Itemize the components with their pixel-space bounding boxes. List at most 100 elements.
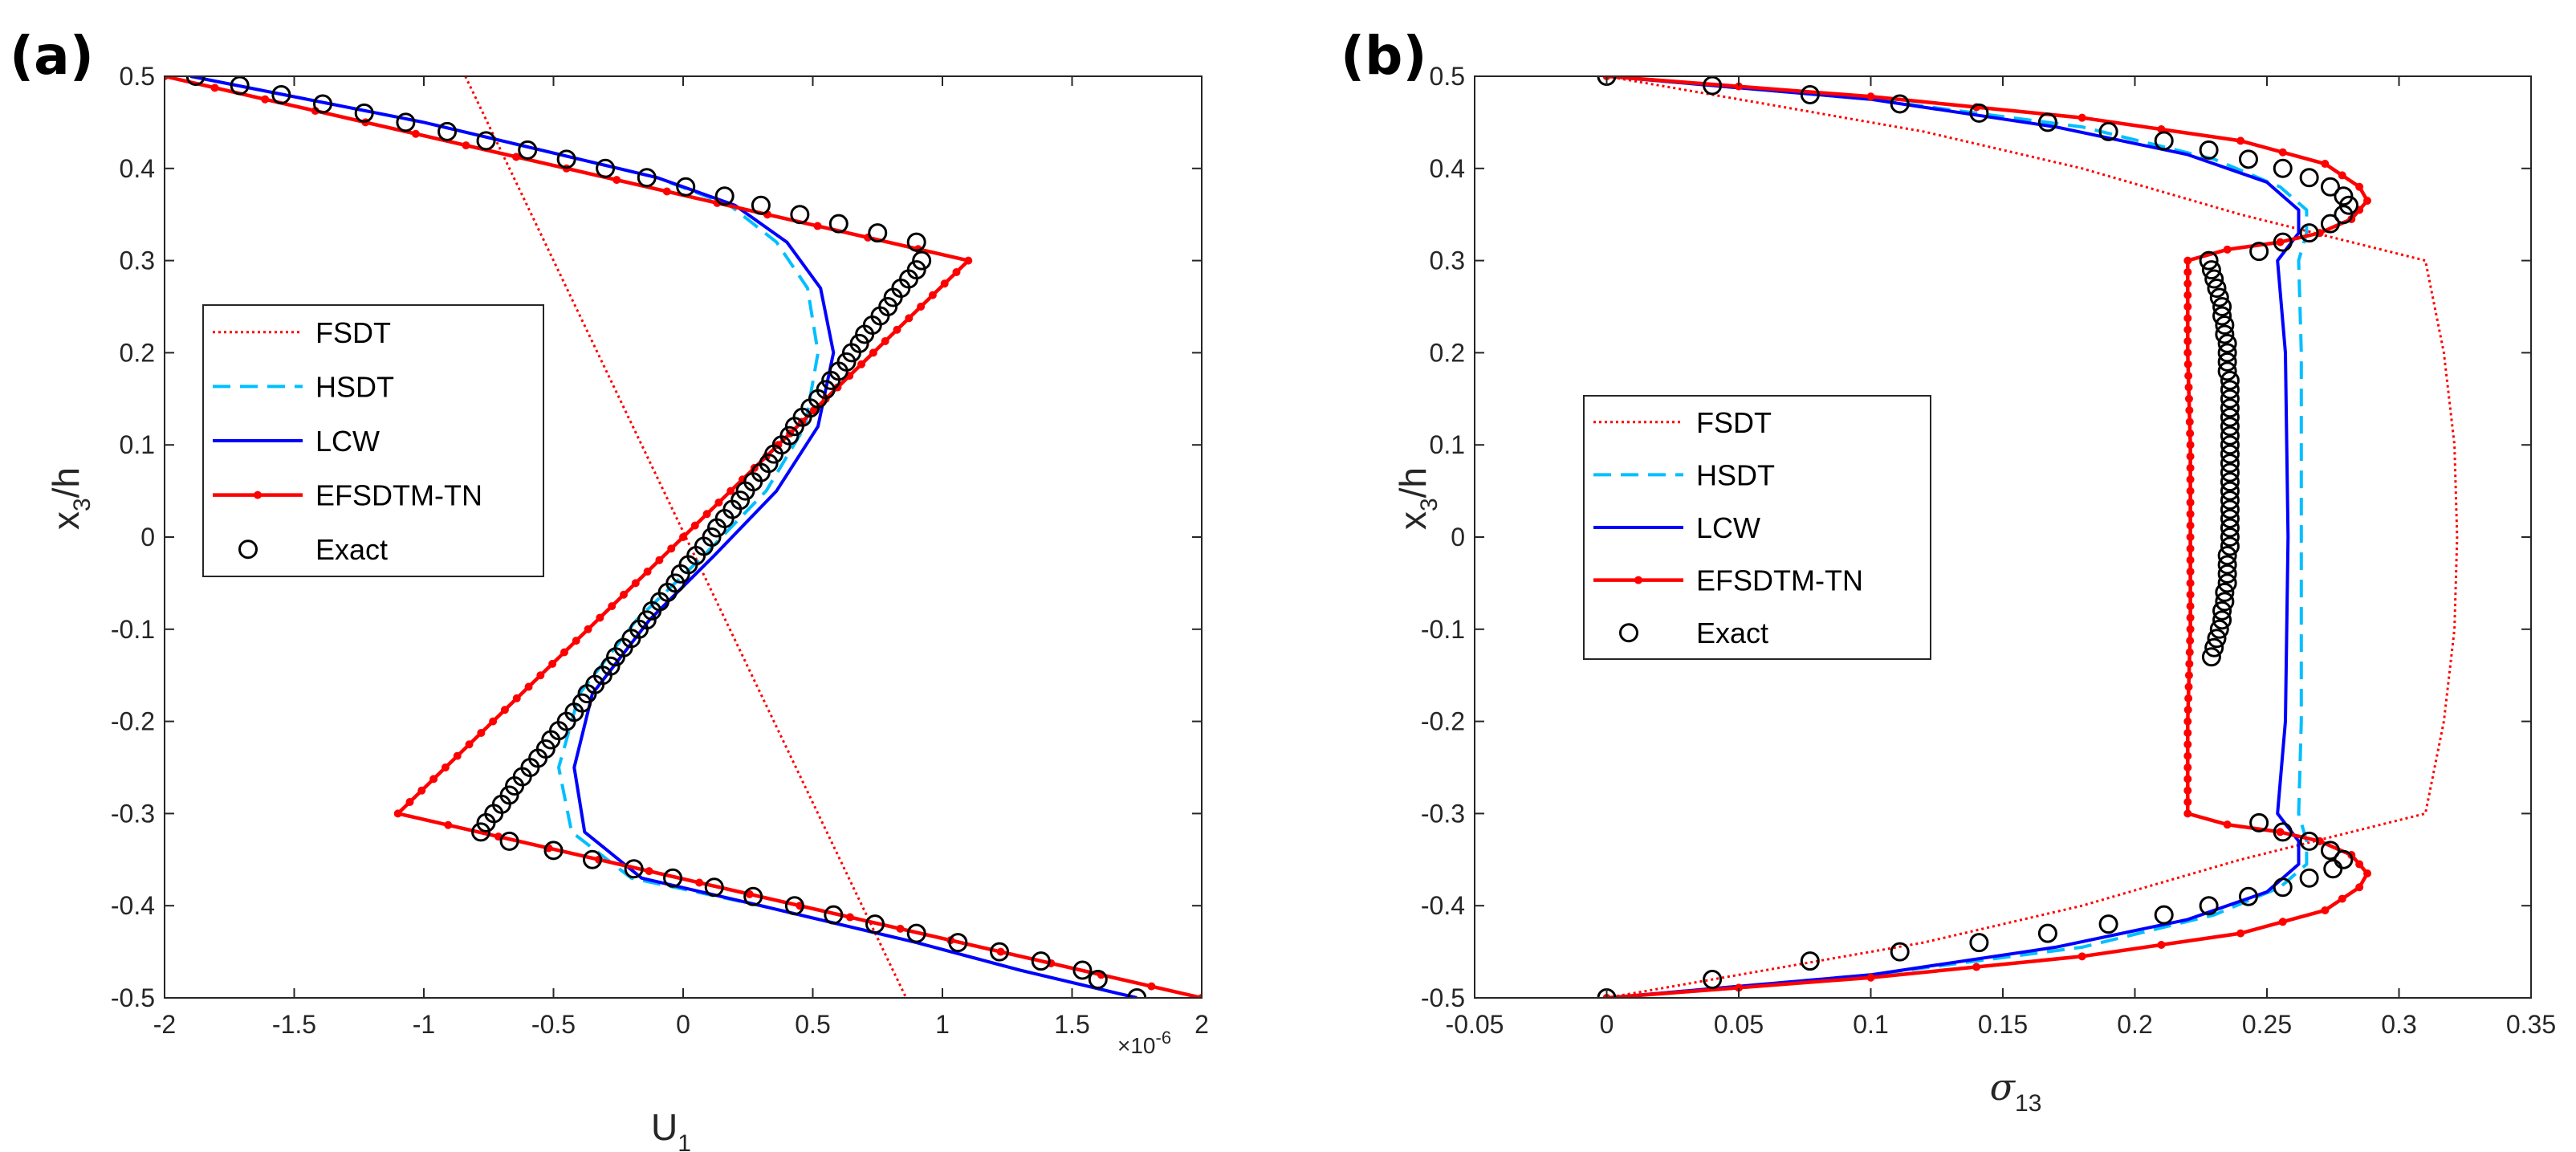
panel-a-series-exact-point: [518, 140, 538, 160]
panel-b-ytick: -0.3: [1421, 799, 2531, 828]
panel-a-series-fsdt-line: [464, 76, 908, 998]
panel-a-xtick: 1: [935, 76, 950, 1039]
panel-b-series-efsdtm-tn-marker: [2223, 820, 2232, 829]
panel-a-series-efsdtm-tn-marker: [417, 786, 426, 795]
panel-a-ytick-label: 0.3: [120, 246, 155, 275]
panel-a-series-exact-point: [642, 600, 662, 621]
panel-a-series-exact-point: [476, 812, 496, 832]
panel-b-ytick: 0.3: [1430, 246, 2531, 275]
panel-b-series-exact-point: [2323, 859, 2343, 879]
panel-a-ytick: 0.1: [120, 430, 1202, 459]
panel-b-series-efsdtm-tn-marker: [1866, 973, 1875, 982]
panel-b-ytick-label: -0.3: [1421, 799, 1465, 828]
panel-a-series-exact-point: [606, 647, 626, 667]
panel-b-series-efsdtm-tn-marker: [2183, 706, 2192, 714]
panel-a-series-exact-point: [841, 343, 861, 363]
panel-b-series-efsdtm-tn-marker: [2186, 463, 2195, 472]
panel-b-ytick: 0.2: [1430, 338, 2531, 367]
panel-a-ytick-label: -0.5: [111, 983, 155, 1012]
panel-b-xtick-label: 0.15: [1978, 1010, 2028, 1039]
panel-b-series-hsdt: [1606, 76, 2309, 998]
panel-b-series-exact-point: [2098, 914, 2118, 934]
panel-a-legend-item-hsdt: HSDT: [213, 370, 394, 403]
panel-a-xtick: 1.5: [1054, 76, 1090, 1039]
panel-a-series-exact-point: [784, 417, 804, 437]
panel-b-series-exact-point: [2220, 370, 2240, 390]
legend-label: FSDT: [315, 316, 391, 349]
panel-b-ytick-label: 0: [1451, 523, 1465, 552]
panel-b-ytick: 0.4: [1430, 154, 2531, 183]
panel-a-series-efsdtm-tn-marker: [1147, 982, 1156, 991]
panel-b-series-efsdtm-tn-marker: [2338, 894, 2346, 903]
panel-b-series-lcw-line: [1606, 76, 2301, 998]
panel-a-series-efsdtm-tn-marker: [465, 740, 474, 749]
panel-b-xtick: 0.3: [2381, 76, 2417, 1039]
panel-a-series-efsdtm-tn-marker: [405, 798, 414, 807]
panel-a-xtick: -1.5: [272, 76, 316, 1039]
panel-b-series-exact-point: [2220, 380, 2240, 400]
panel-b-series-exact-point: [2220, 536, 2240, 556]
panel-b-series-exact-point: [2220, 472, 2240, 492]
panel-a-series-efsdtm-tn-marker: [695, 878, 704, 887]
panel-a-xlabel: U1: [651, 1106, 691, 1152]
panel-b-ytick: 0.1: [1430, 430, 2531, 459]
panel-a-series-efsdtm-tn-marker: [881, 337, 889, 346]
panel-b-ytick-label: 0.5: [1430, 62, 1465, 91]
panel-b-series-exact-point: [2299, 168, 2319, 188]
panel-a-series-efsdtm-tn-marker: [869, 348, 877, 357]
panel-a-xtick-label: -2: [153, 1010, 176, 1039]
panel-a-ytick: 0.2: [120, 338, 1202, 367]
panel-b-series-efsdtm-tn-marker: [2183, 798, 2192, 807]
panel-b-series-exact-point: [2220, 417, 2240, 437]
panel-b-series-exact-point: [1890, 94, 1910, 114]
panel-a-ytick: 0.3: [120, 246, 1202, 275]
panel-b-xtick: 0.05: [1714, 76, 1764, 1039]
panel-b-series-exact-point: [1703, 970, 1723, 990]
panel-b-series-efsdtm-tn-marker: [2186, 590, 2195, 599]
panel-a-ytick: 0.4: [120, 154, 1202, 183]
panel-a-series-exact-point: [471, 822, 491, 842]
panel-a-series-exact-point: [543, 841, 564, 861]
panel-a-series-efsdtm-tn-marker: [643, 568, 652, 576]
panel-a-series-exact-point: [582, 849, 602, 869]
panel-b-series-exact-point: [2299, 223, 2319, 243]
panel-b-series-efsdtm-tn-marker: [2186, 568, 2195, 576]
panel-b-series-efsdtm-tn-marker: [2184, 383, 2193, 392]
panel-a-series-lcw: [189, 76, 1137, 998]
panel-b-series-efsdtm-tn-marker: [2186, 544, 2195, 553]
panel-b-series-efsdtm-tn-marker: [2183, 314, 2192, 323]
legend-label: EFSDTM-TN: [1696, 564, 1863, 597]
panel-b-series-exact-point: [2299, 868, 2319, 888]
panel-b-series-efsdtm-tn-marker: [2186, 429, 2195, 438]
panel-b: (b) -0.05 0 0.05 0.1 0.15 0.2 0.25 0.3 0.35-0.5-…: [1341, 25, 2556, 1117]
panel-b-series-efsdtm-tn-marker: [2355, 883, 2364, 892]
panel-b-ytick: -0.5: [1421, 983, 2531, 1012]
panel-b-series-efsdtm-tn-marker: [2276, 238, 2285, 246]
panel-a-series-efsdtm-tn-marker: [996, 947, 1005, 956]
panel-a-series-efsdtm-tn-marker: [619, 590, 628, 599]
panel-b-label: (b): [1341, 25, 1427, 87]
panel-b-series-efsdtm-tn-marker: [2186, 637, 2195, 645]
panel-a-series-efsdtm-tn-marker: [608, 602, 617, 611]
panel-a-series-exact-point: [821, 370, 841, 390]
panel-a-ytick-label: -0.2: [111, 707, 155, 736]
panel-b-series-efsdtm-tn-marker: [2183, 775, 2192, 784]
legend-label: LCW: [315, 425, 380, 458]
panel-b-ytick-label: 0.2: [1430, 338, 1465, 367]
panel-b-series-exact-point: [2273, 158, 2293, 178]
panel-a-series-efsdtm-tn-marker: [261, 95, 270, 104]
panel-a-series-efsdtm-tn-marker: [896, 924, 905, 933]
panel-b-series-efsdtm-tn-marker: [2183, 267, 2192, 276]
panel-b-series-exact-point: [1890, 942, 1910, 962]
panel-b-series-exact-point: [2220, 389, 2240, 409]
panel-a-series-exact-point: [948, 933, 968, 953]
panel-b-series-efsdtm-tn-marker: [2184, 682, 2193, 691]
panel-a-series-efsdtm-tn-marker: [560, 648, 568, 657]
panel-b-series-exact-point: [2215, 592, 2235, 612]
panel-b-series-fsdt: [1606, 76, 2459, 998]
panel-b-series-exact-point: [2320, 841, 2340, 861]
panel-a-series-exact-point: [437, 121, 458, 141]
panel-a-series-efsdtm-tn-marker: [857, 360, 866, 368]
panel-a-series-efsdtm-tn-marker: [690, 521, 699, 530]
panel-b-series-exact-point: [2215, 582, 2235, 602]
